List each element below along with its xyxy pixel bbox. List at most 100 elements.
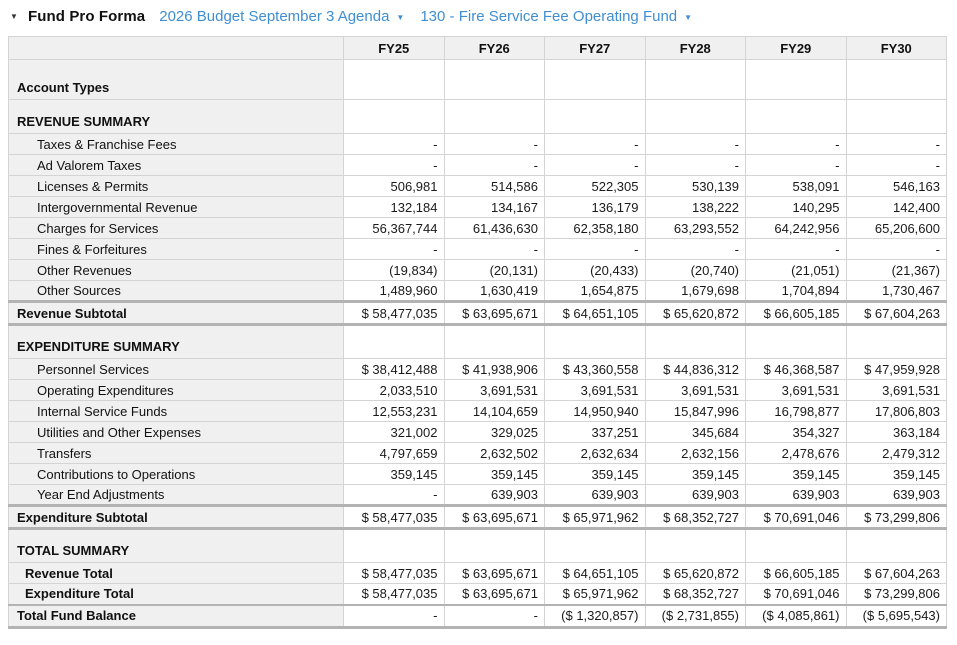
cell-fy29: - [745,154,847,176]
row-label: Ad Valorem Taxes [8,154,344,176]
row-label: Personnel Services [8,358,344,380]
table-row: Revenue Total $ 58,477,035 $ 63,695,671 $ 6… [8,562,947,584]
cell-fy30: 65,206,600 [845,217,947,239]
cell-fy26 [443,528,545,563]
cell-fy25: $ 38,412,488 [343,358,445,380]
cell-fy27: (20,433) [544,259,646,281]
cell-fy28: 2,632,156 [644,442,746,464]
cell-fy29: 3,691,531 [745,379,847,401]
cell-fy27: 2,632,634 [544,442,646,464]
cell-fy27 [544,528,646,563]
row-label: Internal Service Funds [8,400,344,422]
cell-fy25: $ 58,477,035 [343,300,445,326]
cell-fy26: - [443,154,545,176]
table-row: Licenses & Permits 506,981 514,586 522,305 5… [8,175,947,197]
row-label: Revenue Total [8,562,344,584]
cell-fy25: - [343,484,445,506]
row-label: Year End Adjustments [8,484,344,506]
cell-fy29: 354,327 [745,421,847,443]
cell-fy30: 359,145 [845,463,947,485]
cell-fy30: $ 73,299,806 [845,504,947,530]
cell-fy27: $ 65,971,962 [544,504,646,530]
cell-fy28: 138,222 [644,196,746,218]
cell-fy29: 639,903 [745,484,847,506]
cell-fy26: 3,691,531 [443,379,545,401]
cell-fy26: 329,025 [443,421,545,443]
cell-fy30: 639,903 [845,484,947,506]
cell-fy26: 61,436,630 [443,217,545,239]
chevron-down-icon: ▼ [684,12,693,22]
cell-fy30: 363,184 [845,421,947,443]
cell-fy27: 337,251 [544,421,646,443]
cell-fy30: $ 67,604,263 [845,562,947,584]
chevron-down-icon: ▼ [396,12,405,22]
cell-fy28: 3,691,531 [644,379,746,401]
cell-fy30: ($ 5,695,543) [845,603,947,629]
table-row: Charges for Services 56,367,744 61,436,630… [8,217,947,239]
cell-fy30: $ 73,299,806 [845,583,947,605]
cell-fy25: (19,834) [343,259,445,281]
fund-dropdown[interactable]: 130 - Fire Service Fee Operating Fund ▼ [420,8,692,25]
cell-fy26: $ 63,695,671 [443,583,545,605]
cell-fy28 [644,324,746,359]
cell-fy30 [845,59,947,100]
cell-fy26: (20,131) [443,259,545,281]
cell-fy29 [745,99,847,134]
table-row: Contributions to Operations 359,145 359,14… [8,463,947,485]
column-header-fy29: FY29 [745,36,847,60]
cell-fy29: 2,478,676 [745,442,847,464]
cell-fy30: - [845,238,947,260]
cell-fy27: 1,654,875 [544,280,646,302]
row-label: Taxes & Franchise Fees [8,133,344,155]
cell-fy29: - [745,238,847,260]
row-label: TOTAL SUMMARY [8,528,344,563]
table-row: Total Fund Balance - - ($ 1,320,857) ($ 2,73… [8,603,947,629]
table-row: REVENUE SUMMARY [8,99,947,134]
cell-fy28: 1,679,698 [644,280,746,302]
cell-fy30 [845,528,947,563]
cell-fy25 [343,59,445,100]
cell-fy27 [544,324,646,359]
table-row: Expenditure Subtotal $ 58,477,035 $ 63,695… [8,504,947,530]
row-label: Licenses & Permits [8,175,344,197]
cell-fy29: 16,798,877 [745,400,847,422]
cell-fy26: 14,104,659 [443,400,545,422]
column-header-fy28: FY28 [644,36,746,60]
cell-fy26: $ 41,938,906 [443,358,545,380]
cell-fy25: $ 58,477,035 [343,583,445,605]
budget-dropdown[interactable]: 2026 Budget September 3 Agenda ▼ [159,8,404,25]
row-label: Expenditure Total [8,583,344,605]
cell-fy28: (20,740) [644,259,746,281]
cell-fy28 [644,528,746,563]
cell-fy26: $ 63,695,671 [443,562,545,584]
collapse-caret-icon[interactable]: ▼ [10,11,18,21]
row-label: REVENUE SUMMARY [8,99,344,134]
cell-fy27: 136,179 [544,196,646,218]
cell-fy27: $ 64,651,105 [544,562,646,584]
cell-fy25: 1,489,960 [343,280,445,302]
cell-fy27: 62,358,180 [544,217,646,239]
cell-fy25: 359,145 [343,463,445,485]
cell-fy30: - [845,154,947,176]
table-row: Operating Expenditures 2,033,510 3,691,531… [8,379,947,401]
row-label: Transfers [8,442,344,464]
cell-fy28: - [644,133,746,155]
cell-fy29: $ 70,691,046 [745,504,847,530]
cell-fy27: $ 65,971,962 [544,583,646,605]
cell-fy28: $ 65,620,872 [644,300,746,326]
cell-fy25: 12,553,231 [343,400,445,422]
cell-fy25: 56,367,744 [343,217,445,239]
cell-fy29: ($ 4,085,861) [745,603,847,629]
cell-fy30: (21,367) [845,259,947,281]
cell-fy30: 142,400 [845,196,947,218]
cell-fy27 [544,59,646,100]
cell-fy27 [544,99,646,134]
cell-fy25: $ 58,477,035 [343,562,445,584]
cell-fy25: 321,002 [343,421,445,443]
cell-fy26: 1,630,419 [443,280,545,302]
cell-fy26: 359,145 [443,463,545,485]
cell-fy26: - [443,238,545,260]
cell-fy28: - [644,154,746,176]
table-row: EXPENDITURE SUMMARY [8,324,947,359]
cell-fy29 [745,59,847,100]
